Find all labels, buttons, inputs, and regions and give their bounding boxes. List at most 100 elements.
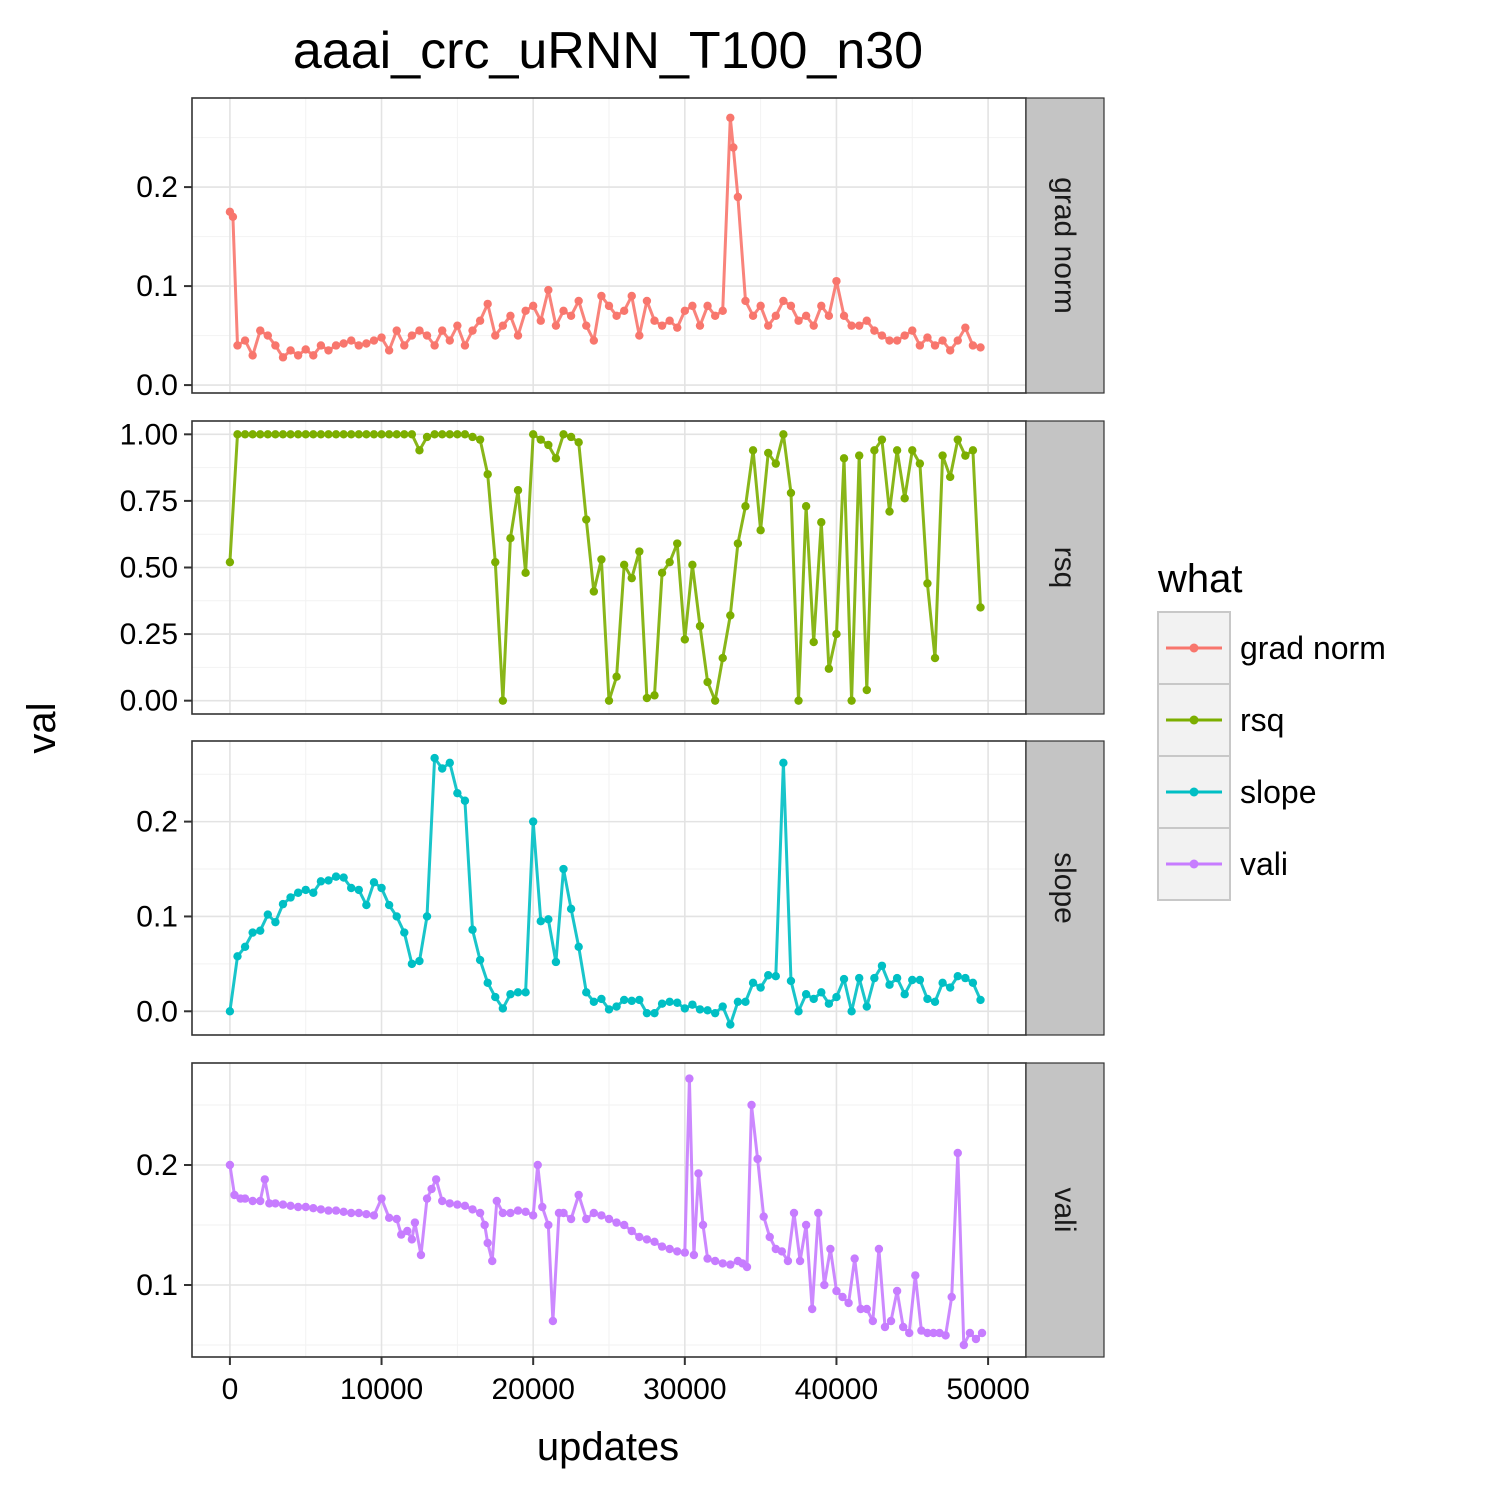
data-point-vali <box>612 1218 621 1227</box>
data-point-vali <box>862 1304 871 1314</box>
data-point-grad-norm <box>779 296 788 306</box>
data-point-vali <box>814 1208 823 1218</box>
x-tick-label: 50000 <box>946 1373 1029 1406</box>
data-point-vali <box>726 1260 735 1269</box>
data-point-slope <box>892 973 902 983</box>
data-point-slope <box>862 1002 871 1011</box>
data-point-slope <box>665 997 674 1007</box>
data-point-vali <box>589 1208 599 1218</box>
data-point-grad-norm <box>771 311 780 320</box>
data-point-rsq <box>627 573 636 583</box>
data-point-grad-norm <box>703 301 712 311</box>
data-point-slope <box>589 997 599 1007</box>
data-point-vali <box>533 1160 542 1170</box>
y-tick-label: 0.00 <box>120 685 178 718</box>
data-point-rsq <box>521 568 530 578</box>
facet-panels: 0.0 0.1 0.2 grad norm 0.00 0.25 0.50 0.75 1.00 rs… <box>120 97 1105 1358</box>
data-point-rsq <box>945 472 955 482</box>
data-point-slope <box>786 976 796 986</box>
data-point-grad-norm <box>233 341 242 350</box>
data-point-vali <box>256 1196 265 1206</box>
data-point-rsq <box>968 446 978 455</box>
data-point-vali <box>265 1199 274 1208</box>
data-point-vali <box>789 1208 799 1218</box>
data-point-slope <box>642 1008 652 1018</box>
facet-strip-label: rsq <box>1048 547 1081 589</box>
data-point-grad-norm <box>604 301 614 311</box>
data-point-slope <box>574 942 583 951</box>
data-point-vali <box>422 1194 432 1203</box>
data-point-vali <box>498 1208 508 1218</box>
data-point-grad-norm <box>627 291 636 301</box>
data-point-vali <box>559 1208 568 1218</box>
data-point-slope <box>430 753 439 763</box>
data-point-vali <box>475 1208 485 1218</box>
data-point-vali <box>347 1208 356 1218</box>
data-point-rsq <box>256 430 265 439</box>
data-point-rsq <box>847 696 856 705</box>
data-point-grad-norm <box>316 341 326 350</box>
data-point-vali <box>856 1304 865 1314</box>
data-point-vali <box>566 1214 576 1224</box>
data-point-vali <box>777 1247 787 1256</box>
data-point-rsq <box>650 691 659 700</box>
data-point-rsq <box>582 515 591 524</box>
data-point-vali <box>293 1202 303 1212</box>
y-tick-label: 0.1 <box>136 270 178 303</box>
data-point-rsq <box>233 430 242 439</box>
data-point-slope <box>930 997 940 1007</box>
data-point-vali <box>892 1286 902 1296</box>
data-point-vali <box>377 1194 386 1203</box>
data-point-grad-norm <box>574 296 583 306</box>
data-point-slope <box>733 997 743 1007</box>
data-point-slope <box>764 971 773 980</box>
y-tick-label: 0.50 <box>120 552 178 585</box>
data-point-slope <box>900 990 909 999</box>
data-point-slope <box>483 978 492 988</box>
panel-vali: 0.1 0.2 vali <box>136 1062 1105 1358</box>
data-point-grad-norm <box>415 326 424 335</box>
data-point-grad-norm <box>498 321 508 330</box>
data-point-grad-norm <box>824 311 834 320</box>
data-point-slope <box>369 878 379 887</box>
data-point-vali <box>880 1322 890 1332</box>
legend-entry-grad-norm: grad norm <box>1157 611 1386 685</box>
data-point-grad-norm <box>240 336 250 345</box>
data-point-grad-norm <box>756 301 765 311</box>
data-point-slope <box>847 1007 856 1016</box>
data-point-rsq <box>786 488 796 498</box>
data-point-rsq <box>536 435 545 444</box>
data-point-slope <box>339 873 348 882</box>
data-point-slope <box>498 1004 508 1013</box>
data-point-slope <box>938 978 947 988</box>
data-point-grad-norm <box>528 301 538 311</box>
data-point-rsq <box>316 430 326 439</box>
data-point-rsq <box>938 451 947 460</box>
data-point-grad-norm <box>764 321 773 330</box>
data-point-rsq <box>384 430 394 439</box>
data-point-rsq <box>430 430 439 439</box>
data-point-grad-norm <box>862 316 871 325</box>
data-point-rsq <box>240 430 250 439</box>
data-point-rsq <box>771 459 780 468</box>
data-point-slope <box>953 972 962 981</box>
data-point-grad-norm <box>460 341 470 350</box>
data-point-vali <box>384 1213 394 1223</box>
data-point-grad-norm <box>855 321 864 330</box>
data-point-rsq <box>619 560 629 570</box>
data-point-grad-norm <box>892 336 902 345</box>
facet-strip-label: slope <box>1048 852 1081 924</box>
data-point-rsq <box>839 454 849 463</box>
y-tick-label: 0.0 <box>136 369 178 402</box>
data-point-rsq <box>354 430 363 439</box>
data-point-vali <box>642 1235 652 1244</box>
data-point-grad-norm <box>582 321 591 330</box>
data-point-vali <box>703 1254 712 1263</box>
data-point-slope <box>271 917 280 927</box>
data-point-grad-norm <box>377 333 386 342</box>
data-point-vali <box>665 1244 674 1254</box>
data-point-slope <box>453 788 462 798</box>
data-point-rsq <box>445 430 454 439</box>
data-point-vali <box>689 1250 699 1260</box>
data-point-vali <box>574 1190 583 1200</box>
